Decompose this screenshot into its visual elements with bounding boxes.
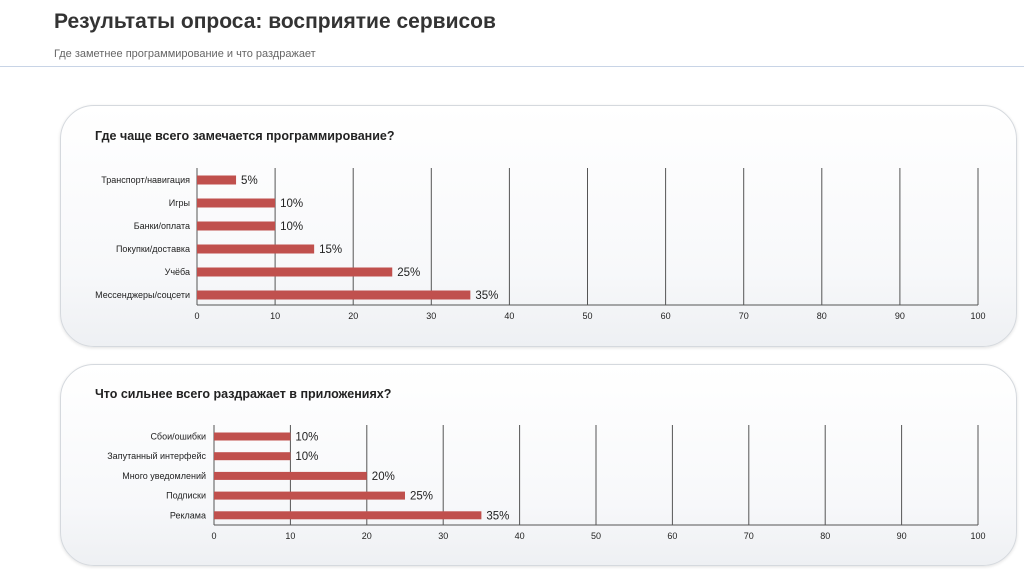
x-tick-label: 0	[211, 531, 216, 541]
x-tick-label: 50	[591, 531, 601, 541]
slide-header: Результаты опроса: восприятие сервисов Г…	[0, 0, 1024, 66]
bar	[197, 198, 276, 208]
x-tick-label: 0	[194, 311, 199, 321]
category-label: Игры	[169, 198, 190, 208]
x-tick-label: 60	[667, 531, 677, 541]
bar	[197, 267, 393, 277]
x-tick-label: 10	[285, 531, 295, 541]
x-tick-label: 60	[661, 311, 671, 321]
data-label: 25%	[410, 491, 433, 503]
page-subtitle: Где заметнее программирование и что разд…	[54, 48, 316, 60]
chart-panel-programming: Где чаще всего замечается программирован…	[60, 105, 1017, 347]
header-divider	[0, 66, 1024, 67]
data-label: 10%	[295, 432, 318, 444]
x-tick-label: 80	[817, 311, 827, 321]
category-label: Реклама	[170, 510, 206, 520]
bar	[214, 432, 291, 441]
bar	[197, 221, 276, 231]
data-label: 10%	[280, 221, 303, 233]
bar	[214, 452, 291, 461]
category-label: Покупки/доставка	[116, 244, 190, 254]
x-tick-label: 90	[897, 531, 907, 541]
category-label: Банки/оплата	[134, 221, 190, 231]
data-label: 5%	[241, 175, 258, 187]
category-label: Много уведомлений	[122, 471, 206, 481]
x-tick-label: 40	[515, 531, 525, 541]
bar	[197, 175, 237, 185]
bar	[197, 244, 315, 254]
page-title: Результаты опроса: восприятие сервисов	[54, 10, 496, 33]
data-label: 35%	[486, 510, 509, 522]
category-label: Подписки	[166, 491, 206, 501]
x-tick-label: 90	[895, 311, 905, 321]
x-tick-label: 50	[582, 311, 592, 321]
category-label: Сбои/ошибки	[150, 432, 206, 442]
bar	[214, 491, 405, 500]
category-label: Транспорт/навигация	[101, 175, 190, 185]
x-tick-label: 30	[438, 531, 448, 541]
data-label: 35%	[475, 290, 498, 302]
chart-title: Что сильнее всего раздражает в приложени…	[95, 387, 392, 401]
bar	[197, 290, 471, 300]
bar-chart-annoyance: 0 10 20 30 40 50 60 70 80 90 100 Сбои/ошибки 10% Запу…	[107, 425, 986, 541]
x-tick-label: 30	[426, 311, 436, 321]
bar	[214, 471, 367, 480]
x-tick-label: 10	[270, 311, 280, 321]
x-tick-label: 100	[970, 311, 985, 321]
data-label: 10%	[295, 451, 318, 463]
bar-chart-programming: 0 10 20 30 40 50 60 70 80 90 100 Транспорт/навигаци…	[95, 168, 986, 321]
category-label: Запутанный интерфейс	[107, 451, 206, 461]
x-tick-label: 40	[504, 311, 514, 321]
chart-panel-annoyance: Что сильнее всего раздражает в приложени…	[60, 364, 1017, 566]
x-tick-label: 20	[348, 311, 358, 321]
category-label: Учёба	[165, 267, 190, 277]
x-tick-label: 70	[739, 311, 749, 321]
data-label: 15%	[319, 244, 342, 256]
data-label: 25%	[397, 267, 420, 279]
x-tick-label: 20	[362, 531, 372, 541]
data-label: 10%	[280, 198, 303, 210]
x-tick-label: 100	[970, 531, 985, 541]
x-tick-label: 80	[820, 531, 830, 541]
data-label: 20%	[372, 471, 395, 483]
category-label: Мессенджеры/соцсети	[95, 290, 190, 300]
chart-title: Где чаще всего замечается программирован…	[95, 129, 395, 143]
bar	[214, 511, 482, 520]
x-tick-label: 70	[744, 531, 754, 541]
